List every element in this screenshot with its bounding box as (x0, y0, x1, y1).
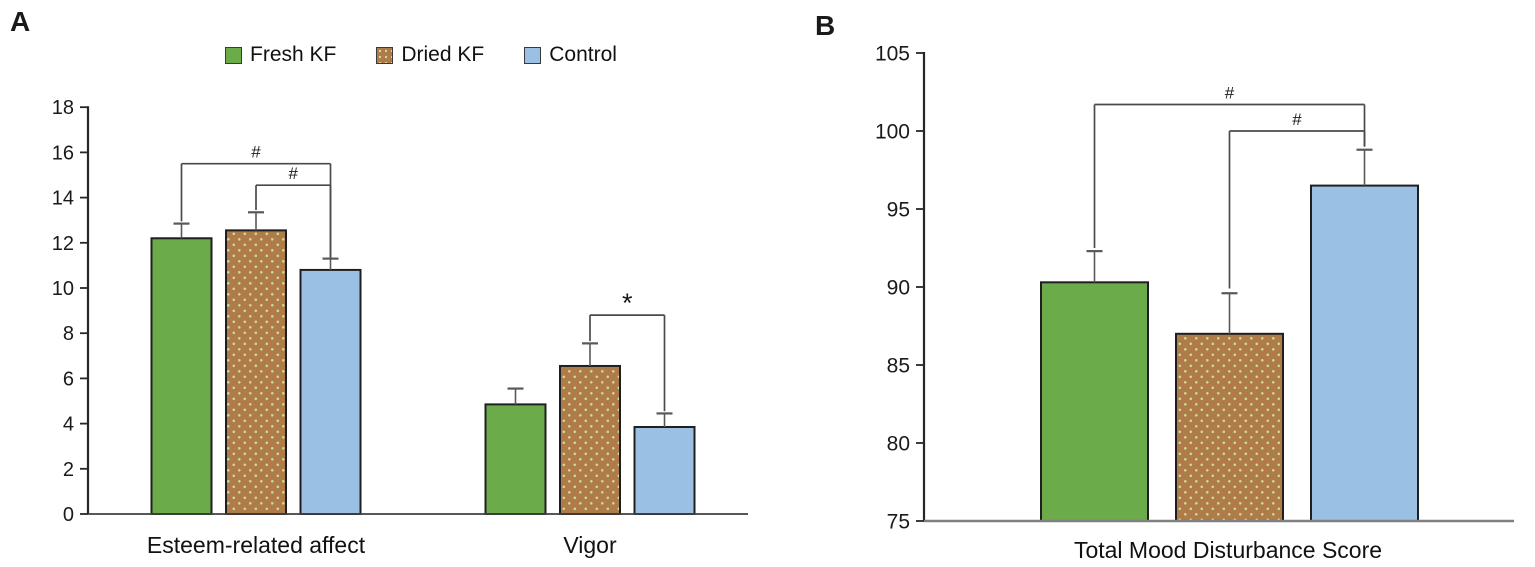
svg-text:80: 80 (887, 432, 910, 455)
legend-swatch-fresh-kf-icon (225, 46, 242, 64)
bar-chart-panel-a: 0 2 4 6 8 10 12 14 16 18 # # * (52, 97, 748, 526)
svg-text:0: 0 (63, 504, 74, 526)
svg-text:10: 10 (52, 278, 74, 300)
svg-text:4: 4 (63, 414, 74, 436)
svg-text:2: 2 (63, 459, 74, 481)
legend-item-dried-kf: Dried KF (376, 43, 484, 67)
panel-label-b: B (815, 10, 836, 41)
svg-text:75: 75 (887, 510, 910, 533)
x-axis-label-vigor: Vigor (563, 532, 617, 558)
x-axis-label-total-mood-disturbance-score: Total Mood Disturbance Score (1073, 537, 1383, 563)
legend-swatch-dried-kf-icon (376, 46, 394, 64)
bar-chart-panel-b: 75 80 85 90 95 100 105 # # (875, 42, 1514, 533)
svg-text:18: 18 (52, 97, 74, 119)
legend: Fresh KF Dried KF Control (225, 43, 617, 67)
svg-text:#: # (251, 143, 261, 162)
svg-text:8: 8 (63, 323, 74, 345)
legend-label-dried-kf: Dried KF (401, 43, 485, 66)
legend-item-control: Control (524, 43, 617, 67)
svg-text:12: 12 (52, 233, 74, 255)
legend-item-fresh-kf: Fresh KF (225, 43, 336, 67)
svg-text:90: 90 (887, 276, 910, 299)
svg-text:*: * (622, 288, 633, 318)
svg-text:85: 85 (887, 354, 910, 377)
x-axis-label-esteem-related-affect: Esteem-related affect (146, 532, 366, 558)
legend-label-fresh-kf: Fresh KF (250, 43, 337, 66)
svg-text:95: 95 (887, 198, 910, 221)
svg-text:6: 6 (63, 368, 74, 390)
svg-text:#: # (1225, 83, 1235, 102)
legend-label-control: Control (549, 43, 617, 66)
panel-label-a: A (10, 6, 31, 37)
svg-text:#: # (289, 164, 299, 183)
svg-text:#: # (1292, 110, 1302, 129)
svg-text:105: 105 (875, 42, 910, 65)
legend-swatch-control-icon (524, 46, 542, 64)
svg-text:14: 14 (52, 188, 74, 210)
svg-text:100: 100 (875, 120, 910, 143)
svg-text:16: 16 (52, 142, 74, 164)
